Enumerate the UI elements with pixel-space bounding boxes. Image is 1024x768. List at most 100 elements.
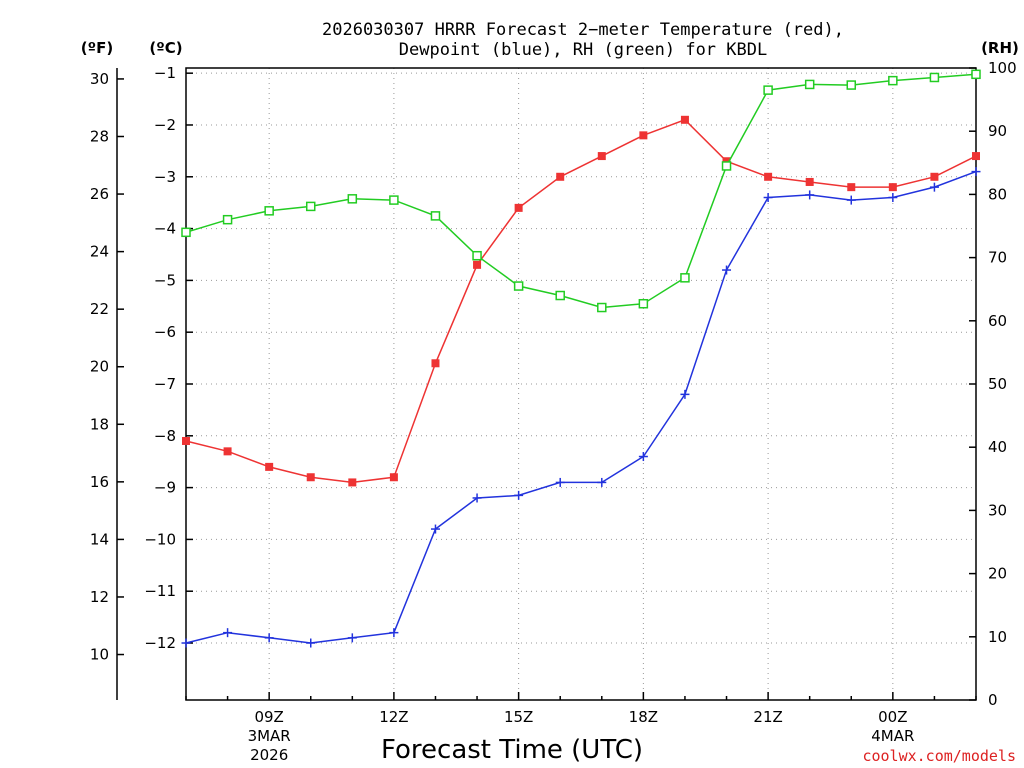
celsius-tick-label: −9 — [154, 479, 176, 497]
dewpoint-point — [264, 633, 274, 643]
temperature-point — [972, 152, 980, 161]
rh-point — [472, 250, 482, 261]
temperature-point — [514, 203, 523, 212]
temperature-point — [847, 183, 856, 192]
dewpoint-point — [763, 193, 773, 203]
rh-point — [804, 79, 815, 90]
fahrenheit-tick-label: 22 — [90, 300, 109, 318]
temperature-point — [597, 152, 606, 161]
dewpoint-point — [555, 477, 565, 487]
rh-point — [389, 195, 399, 205]
dewpoint-point — [306, 638, 316, 648]
rh-point — [347, 194, 358, 204]
temperature-point — [306, 473, 315, 482]
celsius-tick-label: −11 — [144, 582, 176, 600]
rh-point — [680, 273, 690, 283]
dewpoint-point — [971, 167, 981, 177]
dewpoint-point — [389, 628, 399, 638]
dewpoint-point — [805, 190, 815, 200]
celsius-tick-label: −10 — [144, 530, 176, 548]
fahrenheit-tick-label: 28 — [90, 127, 109, 145]
rh-tick-label: 40 — [988, 438, 1007, 456]
rh-point — [597, 302, 607, 313]
temperature-point — [389, 473, 398, 482]
fahrenheit-tick-label: 16 — [90, 473, 109, 491]
celsius-tick-label: −4 — [154, 220, 176, 238]
fahrenheit-unit-label: (ºF) — [81, 39, 113, 57]
celsius-tick-label: −12 — [144, 634, 176, 652]
celsius-tick-label: −7 — [154, 375, 176, 393]
rh-point — [763, 85, 773, 95]
x-tick-label: 21Z — [753, 708, 782, 726]
dewpoint-point — [472, 493, 482, 503]
celsius-tick-label: −5 — [154, 271, 176, 289]
rh-point — [555, 290, 565, 301]
grid-lines — [186, 68, 976, 700]
chart-title-line-1: 2026030307 HRRR Forecast 2−meter Tempera… — [322, 20, 844, 40]
celsius-tick-label: −2 — [154, 116, 176, 134]
rh-point — [638, 298, 649, 309]
rh-tick-label: 50 — [988, 375, 1007, 393]
temperature-point — [182, 436, 190, 445]
series-layer — [181, 69, 981, 648]
rh-tick-label: 70 — [988, 249, 1007, 267]
temperature-point — [680, 115, 689, 124]
temperature-line — [185, 118, 977, 484]
rh-point — [846, 80, 857, 90]
rh-point — [721, 161, 732, 171]
series-temperature — [182, 115, 980, 487]
rh-line — [185, 73, 977, 309]
dewpoint-point — [223, 628, 233, 638]
dewpoint-point — [846, 195, 856, 205]
dewpoint-point — [722, 265, 732, 275]
temperature-point — [639, 131, 648, 140]
rh-tick-label: 10 — [988, 628, 1007, 646]
dewpoint-point — [597, 477, 607, 487]
rh-tick-label: 100 — [988, 59, 1017, 77]
dewpoint-point — [347, 633, 357, 643]
dewpoint-point — [514, 490, 524, 500]
celsius-tick-label: −1 — [154, 64, 176, 82]
fahrenheit-tick-label: 14 — [90, 530, 109, 548]
x-tick-date-label: 3MAR — [248, 727, 291, 745]
rh-point — [929, 72, 940, 83]
dewpoint-point — [680, 389, 690, 399]
temperature-point — [473, 260, 482, 269]
dewpoint-line — [185, 170, 977, 644]
dewpoint-point — [430, 524, 440, 534]
x-tick-label: 18Z — [629, 708, 658, 726]
rh-unit-label: (RH) — [981, 39, 1019, 57]
temperature-point — [348, 478, 357, 487]
x-axis-title: Forecast Time (UTC) — [381, 735, 643, 765]
series-rh — [181, 69, 981, 313]
rh-point — [264, 206, 274, 216]
x-tick-year-label: 2026 — [250, 746, 288, 764]
x-tick-label: 12Z — [379, 708, 408, 726]
celsius-tick-label: −8 — [154, 427, 176, 445]
rh-tick-label: 0 — [988, 691, 998, 709]
x-tick-label: 15Z — [504, 708, 533, 726]
fahrenheit-tick-label: 30 — [90, 70, 109, 88]
temperature-point — [764, 172, 773, 181]
celsius-tick-label: −3 — [154, 168, 176, 186]
rh-point — [430, 211, 441, 221]
temperature-point — [805, 177, 814, 186]
dewpoint-point — [181, 638, 191, 648]
axes: 10 12 14 16 18 20 22 24 26 28 30 −1 −2 −3 −4 −5 −6 −7 −8 −9… — [90, 59, 1017, 764]
series-dewpoint — [181, 167, 981, 648]
temperature-point — [556, 172, 565, 181]
fahrenheit-tick-label: 20 — [90, 358, 109, 376]
chart-title-line-2: Dewpoint (blue), RH (green) for KBDL — [399, 40, 767, 60]
rh-tick-label: 60 — [988, 312, 1007, 330]
fahrenheit-tick-label: 12 — [90, 588, 109, 606]
dewpoint-point — [929, 182, 939, 192]
fahrenheit-tick-label: 24 — [90, 243, 109, 261]
rh-tick-label: 30 — [988, 501, 1007, 519]
dewpoint-point — [888, 193, 898, 203]
temperature-point — [431, 359, 440, 368]
temperature-point — [930, 172, 939, 181]
x-tick-date-label: 4MAR — [871, 727, 914, 745]
temperature-point — [265, 462, 274, 471]
dewpoint-point — [638, 452, 648, 462]
